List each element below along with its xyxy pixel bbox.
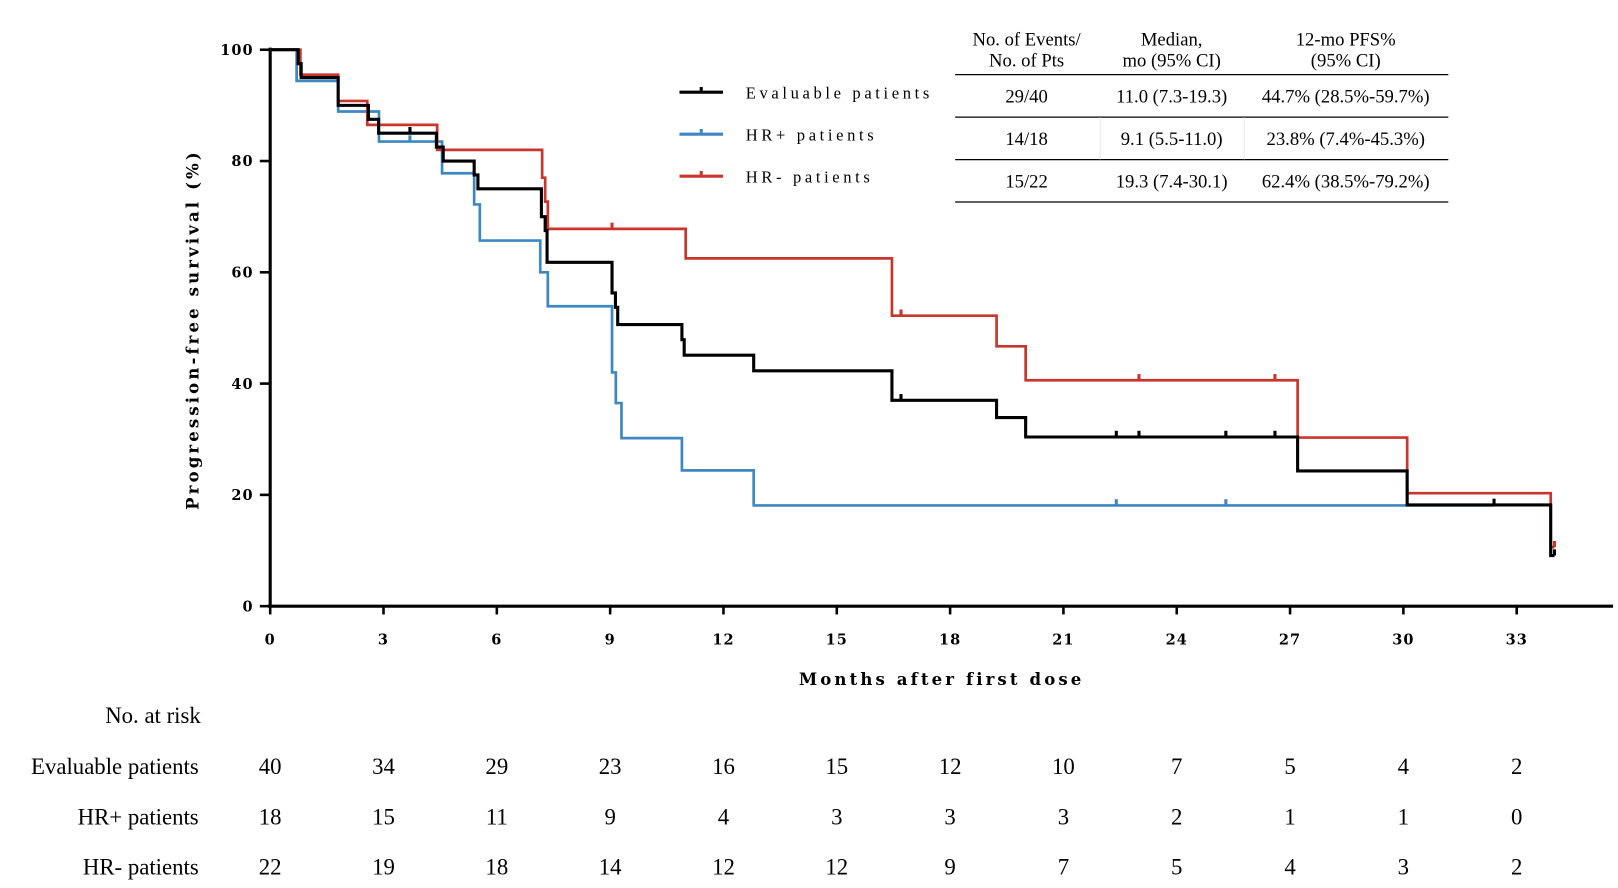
risk-count: 4: [1398, 754, 1410, 779]
risk-count: 3: [831, 804, 842, 829]
y-tick-label: 20: [231, 487, 253, 504]
risk-count: 1: [1398, 804, 1409, 829]
y-tick-label: 60: [231, 264, 253, 281]
risk-row-label: Evaluable patients: [31, 754, 199, 779]
risk-row-label: HR+ patients: [78, 804, 199, 829]
y-tick-label: 80: [231, 153, 253, 170]
risk-row-label: HR- patients: [83, 855, 199, 880]
risk-count: 15: [372, 804, 395, 829]
survival-curve-2: [270, 48, 1555, 549]
risk-count: 4: [1284, 855, 1296, 880]
risk-count: 40: [259, 754, 282, 779]
x-tick-label: 9: [605, 631, 616, 648]
risk-count: 1: [1284, 804, 1295, 829]
x-tick-label: 15: [826, 631, 848, 648]
risk-count: 9: [944, 855, 955, 880]
summary-header: Median,: [1141, 30, 1203, 51]
risk-count: 19: [372, 855, 395, 880]
x-tick-label: 6: [491, 631, 502, 648]
x-tick-label: 21: [1052, 631, 1074, 648]
x-tick-label: 24: [1166, 631, 1188, 648]
summary-cell: 19.3 (7.4-30.1): [1116, 172, 1228, 193]
survival-curve-1: [270, 48, 1495, 507]
axes: 0 3 6 9 12 15 18 21 24 27 30 33 0 20 40 60 80 100: [220, 42, 1614, 648]
risk-count: 2: [1171, 804, 1182, 829]
summary-cell: 23.8% (7.4%-45.3%): [1267, 129, 1425, 150]
legend-label: HR+ patients: [746, 125, 878, 144]
x-tick-label: 12: [712, 631, 734, 648]
risk-count: 2: [1511, 754, 1522, 779]
risk-count: 2: [1511, 855, 1522, 880]
risk-count: 29: [485, 754, 508, 779]
survival-curve-0: [270, 48, 1555, 558]
legend-label: Evaluable patients: [746, 83, 933, 102]
summary-header: (95% CI): [1311, 50, 1381, 71]
summary-cell: 11.0 (7.3-19.3): [1116, 87, 1227, 108]
risk-count: 9: [604, 804, 615, 829]
risk-count: 12: [825, 855, 848, 880]
risk-count: 3: [1058, 804, 1069, 829]
risk-table: No. at risk Evaluable patients 40 34 29 23 16…: [31, 703, 1522, 879]
summary-cell: 29/40: [1005, 87, 1047, 108]
risk-count: 10: [1052, 754, 1075, 779]
x-tick-label: 0: [265, 631, 276, 648]
risk-count: 22: [259, 855, 282, 880]
x-tick-label: 18: [939, 631, 961, 648]
risk-count: 15: [825, 754, 848, 779]
risk-count: 12: [939, 754, 962, 779]
risk-count: 14: [599, 855, 622, 880]
x-axis-label: Months after first dose: [799, 669, 1085, 689]
risk-table-title: No. at risk: [105, 703, 201, 728]
summary-cell: 44.7% (28.5%-59.7%): [1262, 87, 1430, 108]
risk-count: 7: [1171, 754, 1182, 779]
x-tick-label: 3: [378, 631, 389, 648]
risk-count: 3: [944, 804, 955, 829]
risk-count: 23: [599, 754, 622, 779]
survival-curves: [270, 48, 1557, 558]
x-tick-label: 27: [1279, 631, 1301, 648]
summary-header: mo (95% CI): [1122, 50, 1220, 71]
summary-header: No. of Pts: [989, 50, 1064, 71]
y-tick-label: 0: [242, 598, 253, 615]
risk-count: 16: [712, 754, 735, 779]
summary-cell: 15/22: [1005, 172, 1047, 193]
y-axis-label: Progression-free survival (%): [183, 149, 203, 510]
summary-header: 12-mo PFS%: [1296, 30, 1396, 51]
summary-cell: 14/18: [1005, 129, 1047, 150]
summary-table: No. of Events/No. of Pts Median,mo (95% C…: [955, 30, 1449, 203]
risk-count: 5: [1171, 855, 1182, 880]
summary-cell: 9.1 (5.5-11.0): [1121, 129, 1223, 150]
summary-header: No. of Events/: [972, 30, 1081, 51]
risk-count: 7: [1058, 855, 1069, 880]
risk-count: 12: [712, 855, 735, 880]
legend: Evaluable patients HR+ patients HR- patien…: [679, 83, 933, 186]
y-tick-label: 100: [220, 42, 253, 59]
y-tick-label: 40: [231, 376, 253, 393]
risk-count: 4: [718, 804, 730, 829]
summary-cell: 62.4% (38.5%-79.2%): [1262, 172, 1430, 193]
risk-count: 11: [486, 804, 508, 829]
risk-count: 5: [1284, 754, 1295, 779]
risk-count: 34: [372, 754, 395, 779]
risk-count: 18: [259, 804, 282, 829]
risk-count: 0: [1511, 804, 1522, 829]
x-tick-label: 30: [1392, 631, 1414, 648]
x-tick-label: 33: [1506, 631, 1528, 648]
risk-count: 18: [485, 855, 508, 880]
risk-count: 3: [1398, 855, 1409, 880]
legend-label: HR- patients: [746, 167, 874, 186]
